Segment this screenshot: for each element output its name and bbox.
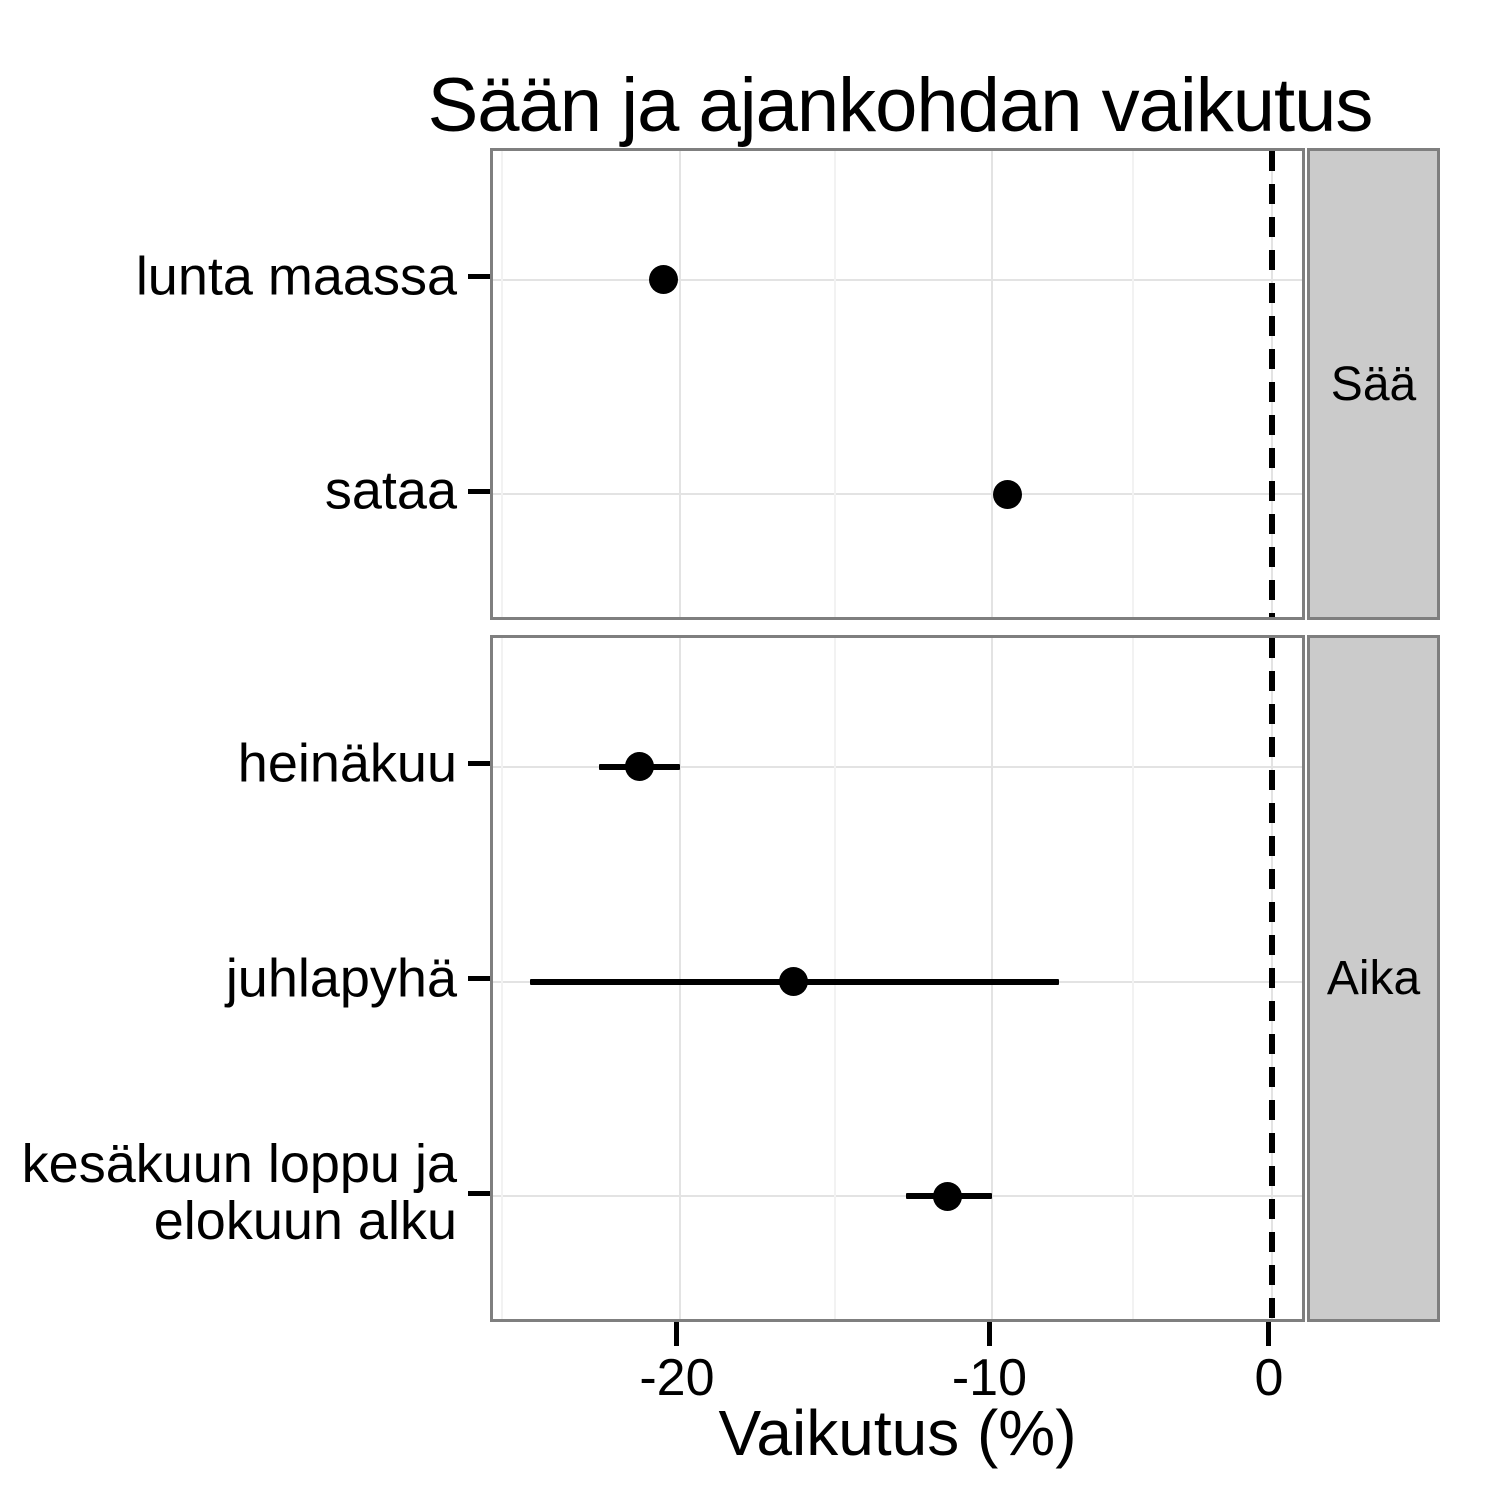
y-axis-label-line: juhlapyhä [225,947,457,1008]
gridline-horizontal [493,1195,1302,1198]
data-point [992,479,1022,509]
zero-reference-line [1268,151,1275,617]
x-axis-tick-label: -20 [639,1349,715,1407]
zero-reference-line [1268,638,1275,1319]
gridline-vertical-minor [500,638,503,1319]
y-axis-label: sataa [324,460,457,521]
facet-strip-label: Sää [1330,357,1417,411]
y-axis-tick [468,761,490,767]
y-axis-label: kesäkuun loppu ja elokuun alku [21,1133,457,1252]
y-axis-label-line: kesäkuun loppu ja [21,1133,457,1194]
y-axis-tick [468,1190,490,1196]
y-axis-label: juhlapyhä [225,947,457,1008]
facet-panel-0 [490,148,1305,620]
gridline-horizontal [493,765,1302,768]
data-point [933,1181,963,1211]
data-point [779,967,809,996]
y-axis-label-line: lunta maassa [135,246,457,307]
data-point [648,265,678,295]
facet-strip-1: Aika [1307,635,1440,1322]
facet-strip-label: Aika [1326,952,1421,1005]
data-point [625,752,655,782]
y-axis-label-line: elokuun alku [153,1191,457,1252]
y-axis-tick [468,488,490,494]
gridline-vertical-major [991,151,994,617]
x-axis-tick [674,1322,680,1346]
facet-panel-1 [490,635,1305,1322]
x-axis-tick-label: 0 [1254,1349,1284,1407]
y-axis-label: heinäkuu [237,733,457,794]
gridline-vertical-minor [1132,638,1135,1319]
y-axis-label-line: heinäkuu [237,733,457,794]
x-axis-tick-label: -10 [951,1349,1027,1407]
x-axis-tick [986,1322,992,1346]
y-axis-label-line: sataa [324,460,457,521]
gridline-vertical-major [678,151,681,617]
x-axis-tick [1266,1322,1272,1346]
gridline-horizontal [493,278,1302,281]
y-axis-tick [468,976,490,981]
y-axis-tick [468,274,490,280]
x-axis-title: Vaikutus (%) [718,1397,1077,1469]
gridline-horizontal [493,493,1302,496]
y-axis-label: lunta maassa [135,246,457,307]
gridline-vertical-minor [500,151,503,617]
facet-strip-0: Sää [1307,148,1440,620]
gridline-vertical-minor [1132,151,1135,617]
chart-title: Sään ja ajankohdan vaikutus [427,63,1374,148]
gridline-vertical-minor [833,151,836,617]
